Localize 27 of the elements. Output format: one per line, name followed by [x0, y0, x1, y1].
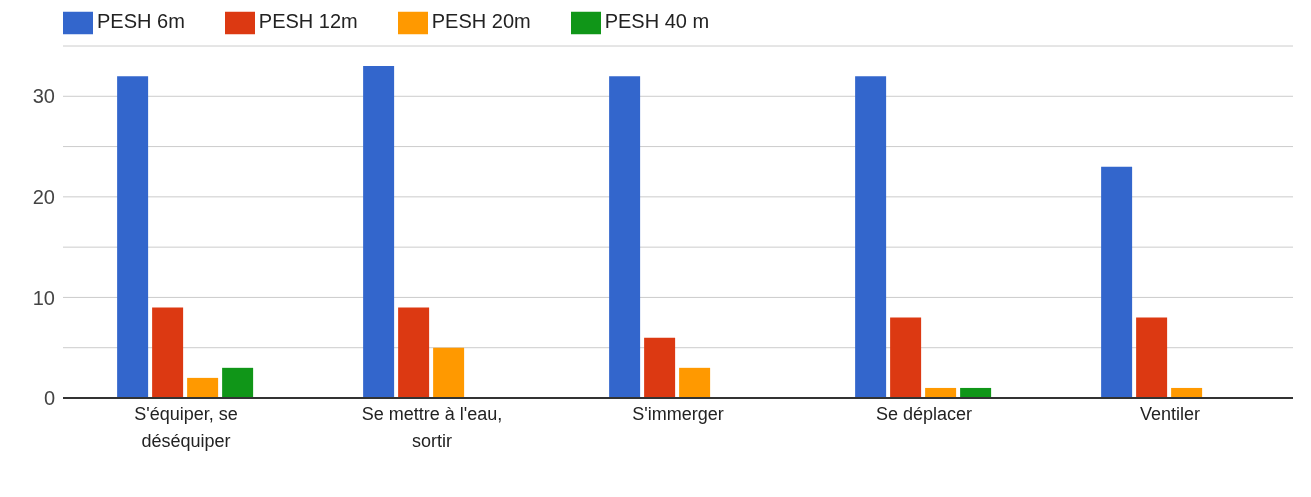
legend-label: PESH 6m	[97, 10, 185, 33]
y-tick-label: 10	[32, 286, 55, 309]
bar	[644, 337, 676, 398]
bar	[1101, 166, 1133, 398]
bar	[855, 76, 887, 398]
x-tick-label: S'immerger	[632, 404, 724, 424]
legend-label: PESH 12m	[258, 10, 358, 33]
bar	[398, 307, 430, 398]
bar	[363, 66, 395, 398]
bar	[1136, 317, 1168, 398]
legend-label: PESH 40 m	[604, 10, 710, 33]
y-tick-label: 20	[32, 185, 55, 208]
bar	[433, 347, 465, 398]
bar	[117, 76, 149, 398]
x-tick-label: S'équiper, se déséquiper	[134, 404, 238, 451]
bar	[222, 367, 254, 398]
x-tick-label: Se déplacer	[875, 404, 973, 424]
y-tick-label: 0	[43, 387, 55, 410]
bar	[890, 317, 922, 398]
bar	[679, 367, 711, 398]
x-tick-label: Ventiler	[1139, 404, 1201, 424]
y-tick-label: 30	[32, 85, 55, 108]
x-tick-label: Se mettre à l'eau, sortir	[361, 404, 503, 451]
bar	[152, 307, 184, 398]
bar	[187, 377, 219, 398]
legend-label: PESH 20m	[431, 10, 531, 33]
bar	[609, 76, 641, 398]
